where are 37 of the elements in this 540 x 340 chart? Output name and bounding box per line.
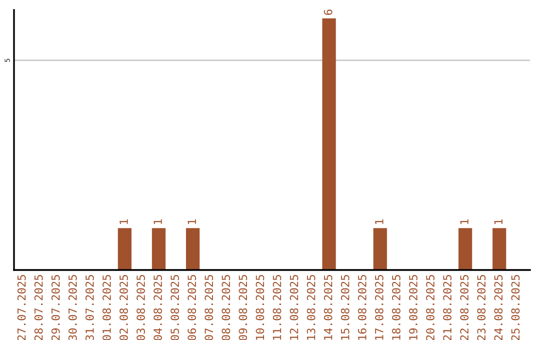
x-tick-label: 23.08.2025 xyxy=(477,275,486,340)
x-tick-label: 25.08.2025 xyxy=(511,275,520,340)
x-tick-label: 13.08.2025 xyxy=(306,275,316,340)
x-tick-label: 08.08.2025 xyxy=(222,275,230,340)
x-tick-label: 03.08.2025 xyxy=(136,275,145,340)
data-label: 1 xyxy=(154,219,162,224)
x-tick-label: 07.08.2025 xyxy=(204,275,214,340)
x-tick-label: 18.08.2025 xyxy=(392,275,400,340)
x-tick-label: 15.08.2025 xyxy=(340,275,350,340)
x-tick-label: 01.08.2025 xyxy=(102,275,111,340)
x-tick-label: 16.08.2025 xyxy=(358,275,366,340)
x-tick-label: 24.08.2025 xyxy=(494,275,503,340)
data-label: 1 xyxy=(120,219,128,224)
x-tick-label: 05.08.2025 xyxy=(170,275,180,340)
data-label: 1 xyxy=(188,219,196,224)
data-label: 6 xyxy=(324,10,332,15)
x-tick-label: 20.08.2025 xyxy=(426,275,434,340)
x-tick-label: 14.08.2025 xyxy=(324,275,332,340)
data-label: 1 xyxy=(375,219,384,224)
x-tick-label: 30.07.2025 xyxy=(68,275,77,340)
x-tick-label: 19.08.2025 xyxy=(409,275,418,340)
x-tick-label: 06.08.2025 xyxy=(188,275,196,340)
x-tick-label: 17.08.2025 xyxy=(374,275,384,340)
x-tick-label: 04.08.2025 xyxy=(154,275,162,340)
x-tick-label: 02.08.2025 xyxy=(120,275,128,340)
x-tick-label: 27.07.2025 xyxy=(17,275,26,340)
x-tick-label: 28.07.2025 xyxy=(34,275,43,340)
x-tick-label: 31.07.2025 xyxy=(85,275,94,340)
x-tick-label: 21.08.2025 xyxy=(443,275,452,340)
x-tick-label: 22.08.2025 xyxy=(460,275,469,340)
x-tick-label: 12.08.2025 xyxy=(290,275,298,340)
data-label: 1 xyxy=(494,219,502,224)
x-tick-label: 10.08.2025 xyxy=(256,275,264,340)
x-tick-label: 09.08.2025 xyxy=(238,275,248,340)
x-tick-label: 29.07.2025 xyxy=(51,275,60,340)
data-label: 1 xyxy=(460,219,468,224)
x-tick-label: 11.08.2025 xyxy=(272,275,282,340)
